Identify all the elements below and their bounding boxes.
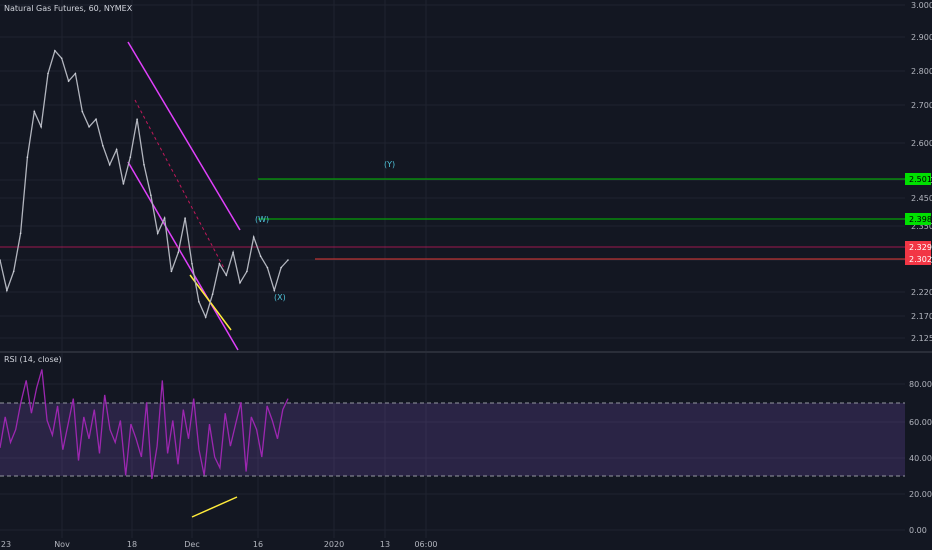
wave-label-w: (W) <box>255 215 269 224</box>
price-tick-label: 2.600 <box>911 139 932 148</box>
price-point <box>239 282 241 284</box>
price-point <box>47 72 49 75</box>
price-point <box>150 194 152 197</box>
price-point <box>12 270 15 273</box>
time-tick-label: 2020 <box>324 540 344 549</box>
channel-mid-dashed-line[interactable] <box>134 99 226 271</box>
price-point <box>246 270 248 273</box>
price-tag-label: 2.302 <box>909 255 932 264</box>
price-point <box>232 251 234 254</box>
price-point <box>67 80 70 82</box>
price-tag-box <box>905 253 931 265</box>
time-tick-label: 16 <box>253 540 263 549</box>
rsi-tick-label: 20.00 <box>909 490 932 499</box>
price-tag-box <box>905 241 931 253</box>
price-point <box>184 217 186 219</box>
price-point <box>287 259 289 261</box>
price-point <box>218 263 221 265</box>
price-point <box>6 289 8 292</box>
price-point <box>266 266 269 269</box>
price-point <box>136 118 138 120</box>
wave-label-y: (Y) <box>384 160 395 169</box>
price-tick-label: 2.125 <box>911 334 932 343</box>
price-tag-label: 2.501 <box>909 175 932 184</box>
price-point <box>19 232 22 235</box>
price-point <box>177 251 180 254</box>
price-point <box>40 126 42 128</box>
price-point <box>122 183 125 185</box>
rsi-series-line[interactable] <box>0 369 289 480</box>
price-point <box>129 156 132 158</box>
price-point <box>115 148 118 151</box>
price-point <box>204 316 207 318</box>
price-point <box>252 236 255 238</box>
price-pane[interactable]: Natural Gas Futures, 60, NYMEX (W) (X) (… <box>0 4 905 351</box>
time-tick-label: Nov <box>54 540 70 549</box>
time-tick-label: Dec <box>184 540 199 549</box>
price-point <box>33 110 36 113</box>
price-tag-box <box>905 173 931 185</box>
price-point <box>108 164 111 166</box>
price-point <box>88 126 90 128</box>
price-point <box>191 263 193 265</box>
price-tick-label: 2.350 <box>911 222 932 231</box>
rsi-divergence-line[interactable] <box>191 496 238 518</box>
price-point <box>54 49 56 52</box>
price-point <box>74 72 77 75</box>
price-marks <box>0 49 289 318</box>
price-point <box>259 255 262 257</box>
time-tick-label: 13 <box>380 540 390 549</box>
rsi-y-axis[interactable]: 80.00 60.00 40.00 20.00 0.00 <box>909 380 932 535</box>
price-tags: 2.501 2.398 2.329 2.302 <box>905 173 932 265</box>
channel-upper-line[interactable] <box>127 41 241 231</box>
rsi-title: RSI (14, close) <box>4 355 62 364</box>
wave-label-x: (X) <box>274 293 286 302</box>
price-tag-label: 2.398 <box>909 215 932 224</box>
time-x-axis[interactable]: 23 Nov 18 Dec 16 2020 13 06:00 <box>1 540 438 549</box>
rsi-tick-label: 40.00 <box>909 454 932 463</box>
price-point <box>0 259 1 261</box>
price-point <box>198 301 200 303</box>
rsi-tick-label: 80.00 <box>909 380 932 389</box>
time-tick-label: 18 <box>127 540 137 549</box>
price-tick-label: 2.220 <box>911 288 932 297</box>
price-point <box>170 270 173 273</box>
price-point <box>225 274 228 277</box>
price-tick-label: 3.000 <box>911 1 932 10</box>
price-tick-label: 2.900 <box>911 33 932 42</box>
rsi-tick-label: 60.00 <box>909 418 932 427</box>
price-point <box>211 293 214 296</box>
channel-lower-line[interactable] <box>127 161 239 351</box>
price-tag-label: 2.329 <box>909 243 932 252</box>
chart-title: Natural Gas Futures, 60, NYMEX <box>4 4 133 13</box>
time-tick-label: 06:00 <box>414 540 437 549</box>
price-point <box>273 289 276 292</box>
price-point <box>26 156 29 158</box>
price-tick-label: 2.700 <box>911 101 932 110</box>
price-point <box>102 145 104 147</box>
grid-lines <box>0 0 905 538</box>
rsi-pane[interactable]: RSI (14, close) <box>0 355 905 518</box>
price-point <box>156 232 159 235</box>
price-tag-box <box>905 213 931 225</box>
price-point <box>95 118 97 120</box>
price-point <box>143 164 145 166</box>
price-tick-label: 2.450 <box>911 194 932 203</box>
price-point <box>60 57 63 60</box>
price-tick-label: 2.800 <box>911 67 932 76</box>
price-point <box>163 217 166 219</box>
price-tick-label: 2.170 <box>911 312 932 321</box>
rsi-tick-label: 0.00 <box>909 526 927 535</box>
price-point <box>81 110 84 113</box>
price-point <box>280 266 282 269</box>
time-tick-label: 23 <box>1 540 11 549</box>
